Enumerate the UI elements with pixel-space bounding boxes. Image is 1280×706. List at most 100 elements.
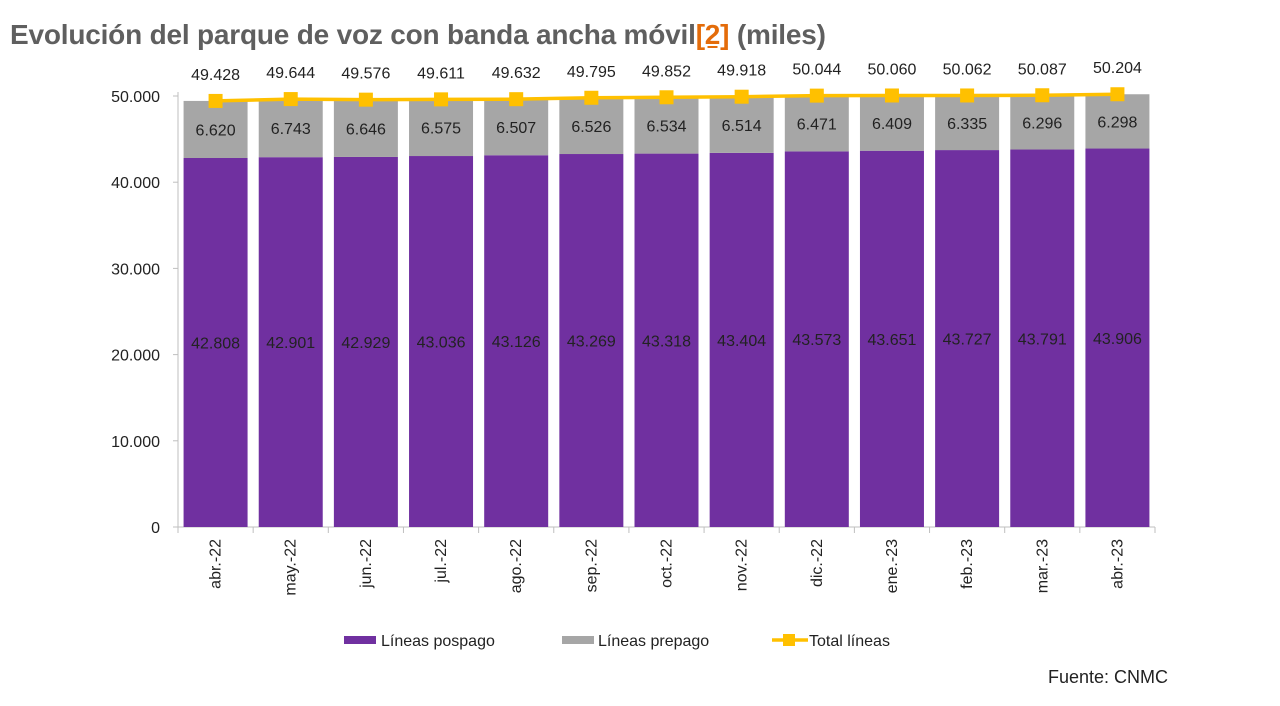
label-pospago: 43.036 [417, 335, 466, 352]
label-total: 50.062 [943, 61, 992, 78]
label-pospago: 43.126 [492, 334, 541, 351]
total-marker [884, 88, 899, 103]
x-tick-label: sep.-22 [583, 539, 600, 592]
label-total: 49.428 [191, 67, 240, 84]
y-axis: 0 10.000 20.000 30.000 40.000 50.000 [111, 89, 179, 537]
y-tick-label: 30.000 [111, 261, 160, 278]
y-tick-label: 50.000 [111, 89, 160, 106]
label-total: 49.644 [266, 65, 315, 82]
label-pospago: 42.901 [266, 335, 315, 352]
bar-prepago [859, 95, 924, 151]
total-marker [809, 88, 824, 103]
total-line-layer [208, 87, 1125, 108]
y-tick-label: 20.000 [111, 348, 160, 365]
bar-prepago [333, 99, 398, 157]
label-prepago: 6.526 [571, 119, 611, 136]
total-marker [1035, 88, 1050, 103]
label-total: 49.795 [567, 64, 616, 81]
total-marker [208, 93, 223, 108]
x-tick-label: abr.-23 [1109, 539, 1126, 589]
bar-pospago [258, 157, 323, 528]
label-pospago: 43.573 [792, 332, 841, 349]
bar-pospago [559, 154, 624, 527]
total-marker [734, 89, 749, 104]
label-prepago: 6.575 [421, 121, 461, 138]
bar-pospago [859, 150, 924, 527]
bar-prepago [935, 95, 1000, 151]
x-tick-label: feb.-23 [959, 539, 976, 589]
label-prepago: 6.335 [947, 116, 987, 133]
x-tick-label: dic.-22 [809, 539, 826, 587]
x-tick-label: oct.-22 [659, 539, 676, 588]
label-pospago: 43.269 [567, 334, 616, 351]
x-tick-label: nov.-22 [734, 539, 751, 591]
bar-prepago [258, 99, 323, 158]
total-marker [509, 92, 524, 107]
total-marker [659, 90, 674, 105]
label-prepago: 6.514 [722, 118, 762, 135]
x-tick-label: may.-22 [283, 539, 300, 596]
bar-prepago [1010, 95, 1075, 150]
bar-pospago [409, 156, 474, 528]
label-prepago: 6.298 [1097, 114, 1137, 131]
bar-labels-layer: 42.808 6.620 49.428 42.901 6.743 49.644 42.929… [191, 60, 1142, 352]
legend-label-prepago: Líneas prepago [598, 633, 709, 650]
label-total: 50.060 [867, 61, 916, 78]
label-total: 49.918 [717, 63, 766, 80]
total-marker [283, 92, 298, 107]
total-marker [358, 92, 373, 107]
label-total: 49.632 [492, 65, 541, 82]
page-title-suffix: (miles) [729, 19, 826, 50]
label-pospago: 43.404 [717, 333, 766, 350]
legend-swatch-pospago [344, 636, 376, 644]
legend: Líneas pospago Líneas prepago Total líneas [344, 633, 890, 650]
label-pospago: 42.929 [341, 335, 390, 352]
x-tick-label: jul.-22 [433, 539, 450, 584]
y-tick-label: 10.000 [111, 434, 160, 451]
bar-prepago [709, 96, 774, 153]
legend-swatch-total-marker [783, 634, 795, 646]
footnote-ref-link[interactable]: [2] [695, 19, 730, 50]
label-total: 50.044 [792, 62, 841, 79]
label-pospago: 42.808 [191, 335, 240, 352]
bar-pospago [784, 151, 849, 527]
bar-pospago [484, 155, 549, 527]
x-tick-label: ago.-22 [508, 539, 525, 593]
legend-swatch-prepago [562, 636, 594, 644]
page-title: Evolución del parque de voz con banda an… [10, 19, 826, 51]
bars-layer [183, 94, 1150, 528]
label-pospago: 43.906 [1093, 331, 1142, 348]
legend-label-total: Total líneas [809, 633, 890, 650]
bar-pospago [1010, 149, 1075, 527]
bar-prepago [559, 97, 624, 155]
bar-pospago [183, 157, 248, 527]
y-tick-label: 0 [151, 520, 160, 537]
x-tick-label: mar.-23 [1034, 539, 1051, 593]
label-pospago: 43.651 [867, 332, 916, 349]
bar-pospago [709, 152, 774, 527]
label-pospago: 43.727 [943, 332, 992, 349]
label-prepago: 6.646 [346, 121, 386, 138]
bar-prepago [634, 97, 699, 154]
total-marker [584, 90, 599, 105]
label-total: 49.852 [642, 63, 691, 80]
label-total: 49.576 [341, 66, 390, 83]
bar-prepago [409, 99, 474, 157]
label-prepago: 6.507 [496, 120, 536, 137]
label-prepago: 6.743 [271, 121, 311, 138]
bar-prepago [784, 95, 849, 152]
bar-pospago [634, 153, 699, 527]
bar-prepago [183, 100, 248, 158]
bar-prepago [1085, 94, 1150, 149]
label-total: 50.087 [1018, 61, 1067, 78]
label-prepago: 6.471 [797, 117, 837, 134]
bar-pospago [935, 150, 1000, 528]
bar-prepago [484, 99, 549, 156]
total-marker [1110, 87, 1125, 102]
label-prepago: 6.409 [872, 116, 912, 133]
label-pospago: 43.791 [1018, 331, 1067, 348]
bar-pospago [333, 156, 398, 527]
label-prepago: 6.296 [1022, 115, 1062, 132]
y-tick-label: 40.000 [111, 175, 160, 192]
